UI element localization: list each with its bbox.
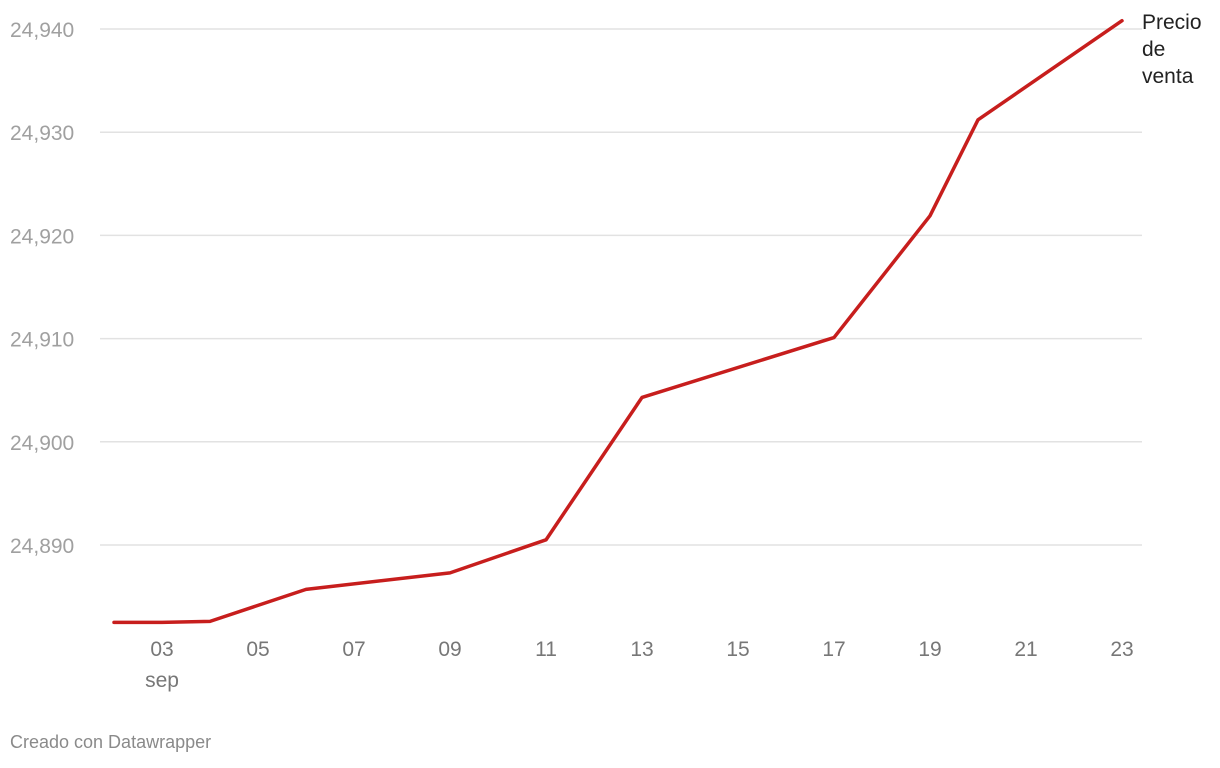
x-tick-label: 19 bbox=[918, 638, 941, 661]
series-label: venta bbox=[1142, 65, 1194, 88]
series-line-precio-de-venta bbox=[112, 18, 1124, 625]
y-tick-label: 24,930 bbox=[10, 122, 74, 145]
y-tick-label: 24,910 bbox=[10, 329, 74, 352]
x-tick-label: 05 bbox=[246, 638, 269, 661]
credit-text: Creado con Datawrapper bbox=[10, 732, 212, 752]
x-tick-label: 11 bbox=[535, 638, 557, 661]
y-tick-label: 24,890 bbox=[10, 535, 74, 558]
x-tick-label: 09 bbox=[438, 638, 461, 661]
x-tick-label: 07 bbox=[342, 638, 365, 661]
series-label: de bbox=[1142, 38, 1165, 61]
y-tick-label: 24,920 bbox=[10, 225, 74, 248]
series-label: Precio bbox=[1142, 11, 1202, 34]
y-tick-label: 24,900 bbox=[10, 432, 74, 455]
x-month-label: sep bbox=[145, 669, 179, 692]
x-tick-label: 21 bbox=[1014, 638, 1037, 661]
x-tick-label: 23 bbox=[1110, 638, 1133, 661]
x-tick-label: 13 bbox=[630, 638, 653, 661]
y-tick-label: 24,940 bbox=[10, 19, 74, 42]
x-tick-label: 15 bbox=[726, 638, 749, 661]
x-tick-label: 03 bbox=[150, 638, 173, 661]
x-tick-label: 17 bbox=[822, 638, 845, 661]
